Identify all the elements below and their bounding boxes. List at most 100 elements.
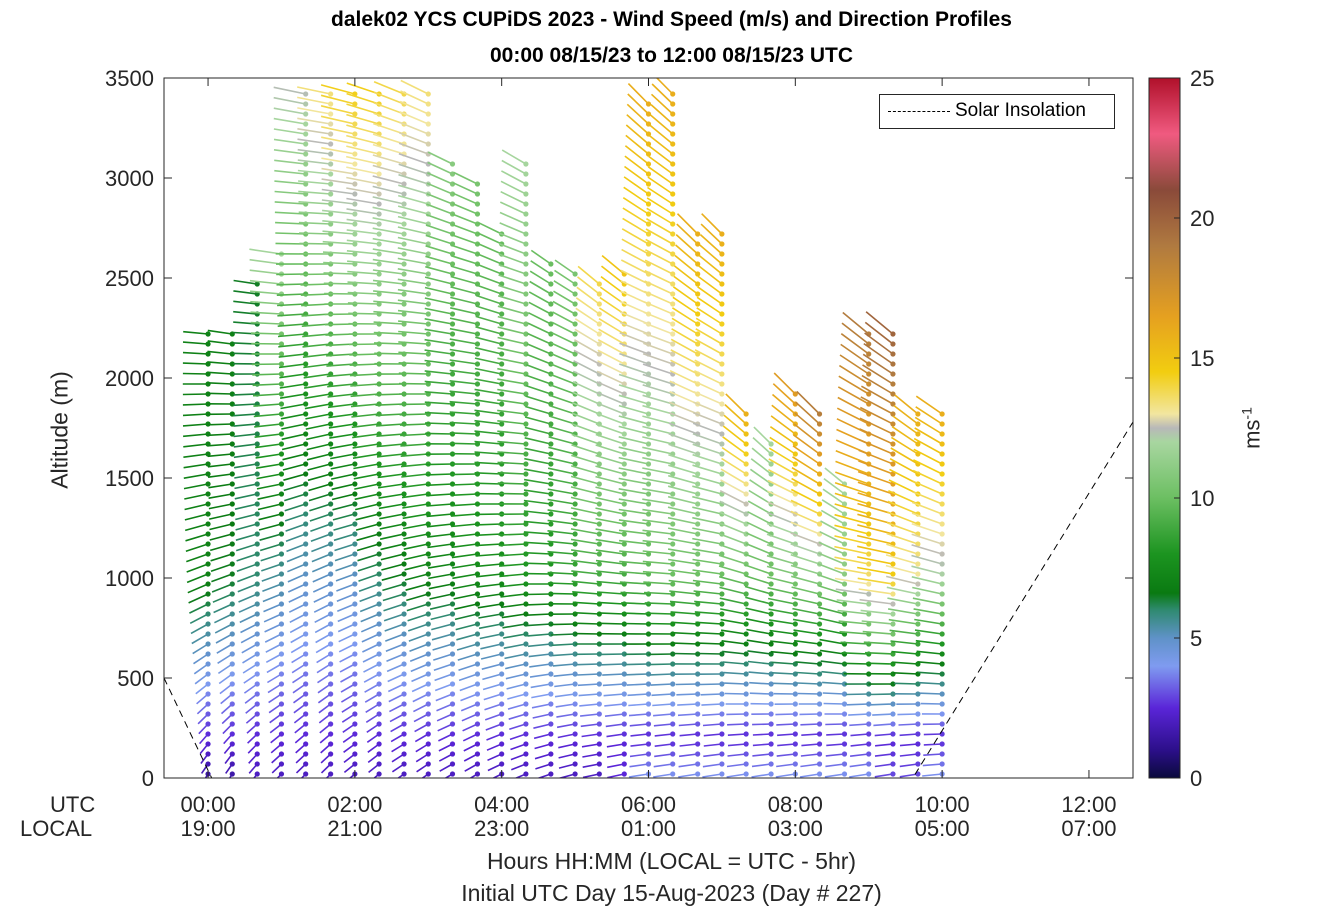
wind-barb-dot [425,621,431,627]
wind-barb [864,332,894,355]
wind-barb-dot [474,661,481,667]
wind-barb-dot [596,711,602,717]
wind-barb-dot [890,451,896,457]
wind-barb [624,145,649,165]
wind-barb-dot [376,721,382,727]
wind-barb [718,532,747,545]
wind-barb [384,623,405,632]
wind-barb-dot [499,711,505,717]
wind-barb [885,564,919,575]
wind-barb [572,591,600,595]
wind-barb [523,499,551,505]
wind-barb [374,352,405,355]
wind-barb-dot [401,191,407,197]
wind-barb [644,280,674,295]
wind-barb-dot [890,771,896,777]
wind-barb [451,553,478,559]
wind-barb [233,279,258,285]
wind-barb [595,549,625,555]
wind-barb [372,227,405,235]
wind-barb [475,294,502,305]
colorbar-tick-label: 15 [1190,346,1214,371]
wind-barb-dot [719,341,725,347]
wind-barb [692,422,723,435]
wind-barb-dot [303,371,309,377]
wind-barb-dot [523,651,529,657]
wind-barb [678,763,698,768]
wind-barb-dot [548,411,554,417]
wind-barb [261,573,282,582]
wind-barb [328,413,355,419]
wind-barb [768,468,796,485]
wind-barb [185,543,209,552]
wind-barb [790,521,820,535]
wind-barb [643,332,674,345]
wind-barb [401,483,429,489]
wind-barb [497,471,526,475]
wind-barb-dot [719,391,725,397]
wind-barb [451,563,478,569]
wind-barb-dot [474,441,481,447]
wind-barb-dot [254,731,260,737]
wind-barb [643,321,674,335]
wind-barb [474,451,502,455]
wind-barb-dot [474,331,481,337]
wind-barb [336,603,356,613]
wind-barb [768,447,796,465]
wind-barb-dot [670,331,676,337]
wind-barb [402,503,429,509]
wind-barb [409,643,429,652]
wind-barb-dot [205,491,211,497]
wind-barb-dot [229,771,235,777]
wind-barb [372,206,405,215]
wind-barb-dot [743,441,749,447]
wind-barb [474,482,502,485]
wind-barb [718,565,747,575]
wind-barb [477,232,503,245]
wind-barb [701,213,723,235]
wind-barb [692,474,723,485]
wind-barb [695,621,722,625]
wind-barb [911,554,943,565]
wind-barb [552,663,576,667]
wind-barb-dot [670,641,676,647]
wind-barb-dot [890,561,896,567]
wind-barb [253,403,282,407]
wind-barb-dot [792,591,798,597]
wind-barb [862,364,894,385]
wind-barb-dot [303,471,309,477]
wind-barb [694,611,722,615]
wind-barb-dot [670,571,676,577]
wind-barb [397,257,429,265]
wind-barb-dot [449,311,456,317]
wind-barb [506,683,527,690]
wind-barb [579,703,600,707]
wind-barb [724,404,747,425]
wind-barb-dot [670,251,676,257]
wind-barb [233,413,258,417]
wind-barb-dot [376,731,382,737]
wind-barb [498,533,526,536]
wind-barb-dot [352,241,358,247]
wind-barb-dot [401,281,407,287]
wind-barb [334,553,356,562]
wind-barb-dot [695,461,701,467]
wind-barb [642,570,673,575]
wind-barb-dot [841,581,848,587]
wind-barb [315,643,332,654]
wind-barb [497,440,526,445]
wind-barb-dot [303,691,309,697]
wind-barb-dot [719,681,725,687]
wind-barb [427,533,453,538]
wind-barb-dot [229,431,235,437]
wind-barb [857,470,894,485]
wind-barb-dot [768,701,774,707]
wind-barb-dot [670,131,676,137]
wind-barb-dot [596,341,602,347]
x-tick-label-local: 03:00 [767,816,823,841]
wind-barb [425,224,453,235]
wind-barb [297,107,331,115]
wind-barb-dot [352,661,358,667]
wind-barb [497,420,526,425]
wind-barb-dot [743,411,749,417]
